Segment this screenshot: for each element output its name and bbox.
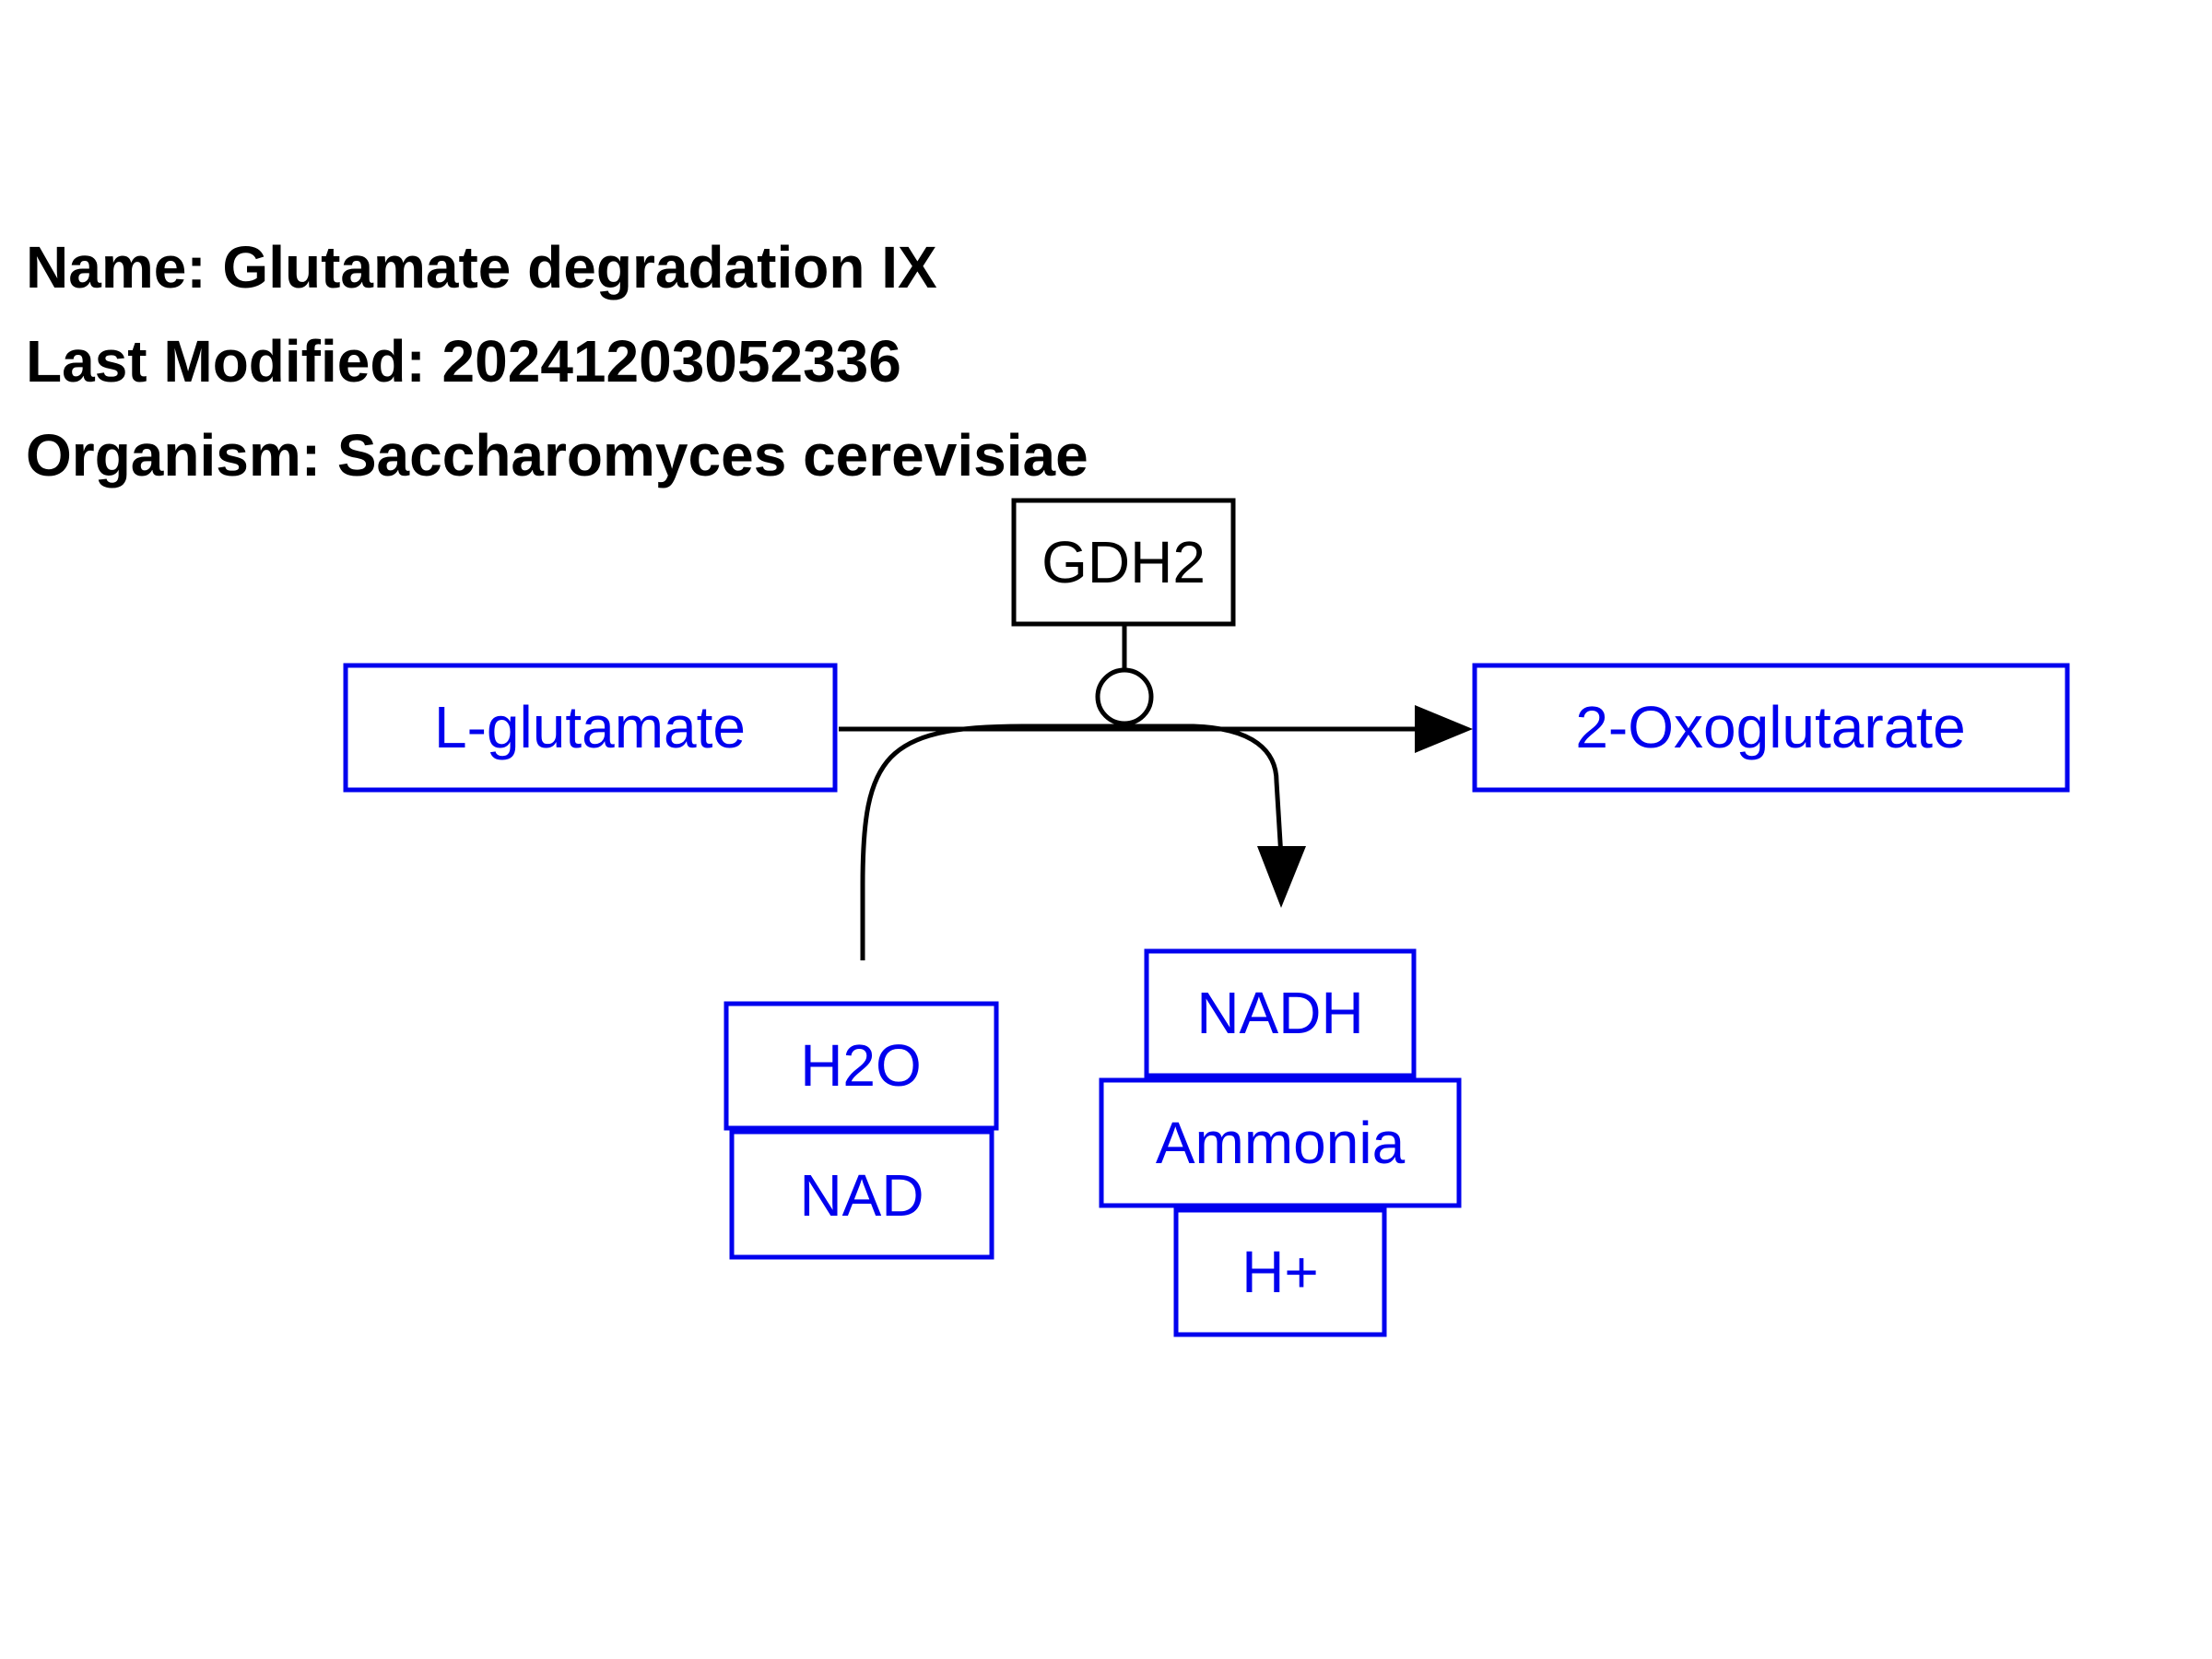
last-modified: Last Modified: 20241203052336 (26, 328, 901, 394)
metabolite-box (1472, 663, 2070, 793)
metabolite-label: H2O (800, 1032, 922, 1099)
metabolite-node-nadh[interactable]: NADH (1144, 948, 1417, 1078)
pathway-name: Name: Glutamate degradation IX (26, 234, 937, 300)
metabolite-node-h-plus[interactable]: H+ (1173, 1207, 1387, 1337)
metabolite-node-nad[interactable]: NAD (729, 1129, 994, 1260)
side-reaction-arrowhead (1257, 846, 1306, 908)
metabolite-box (343, 663, 838, 793)
metabolite-node-2-oxoglutarate[interactable]: 2-Oxoglutarate (1472, 663, 2070, 793)
metabolite-box (1173, 1207, 1387, 1337)
metabolite-box (1144, 948, 1417, 1078)
metabolite-node-h2o[interactable]: H2O (724, 1001, 999, 1131)
organism: Organism: Saccharomyces cerevisiae (26, 422, 1088, 488)
side-reaction-edge (860, 724, 1284, 960)
metabolite-label: 2-Oxoglutarate (1575, 694, 1965, 760)
metabolite-box (1099, 1077, 1462, 1208)
metabolite-label: NAD (799, 1162, 924, 1229)
metabolite-label: L-glutamate (434, 694, 746, 760)
metabolite-label: H+ (1241, 1239, 1319, 1305)
metabolite-node-l-glutamate[interactable]: L-glutamate (343, 663, 838, 793)
gene-node-gdh2[interactable]: GDH2 (1011, 498, 1236, 627)
gene-box (1011, 498, 1236, 627)
metabolite-box (729, 1129, 994, 1260)
main-reaction-arrowhead (1415, 705, 1473, 753)
metabolite-label: Ammonia (1156, 1110, 1406, 1176)
catalysis-circle (1095, 667, 1154, 726)
gene-label: GDH2 (1041, 529, 1206, 595)
metabolite-label: NADH (1196, 980, 1363, 1046)
edges (839, 625, 1473, 960)
metabolite-node-ammonia[interactable]: Ammonia (1099, 1077, 1462, 1208)
metabolite-box (724, 1001, 999, 1131)
